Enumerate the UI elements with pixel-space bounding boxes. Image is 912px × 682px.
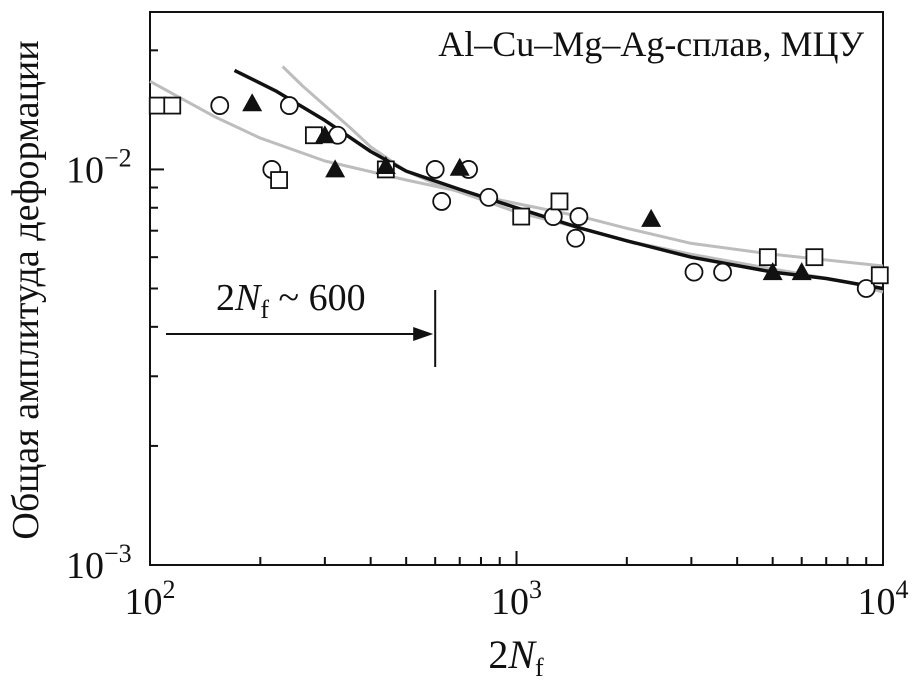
- data-point-circle: [279, 96, 299, 115]
- y-tick-label: 10−2: [66, 143, 132, 191]
- data-point-circle: [713, 262, 732, 282]
- data-point-square: [163, 96, 182, 115]
- data-points: [148, 93, 889, 298]
- data-point-circle: [684, 262, 704, 282]
- x-tick-label: 103: [491, 575, 542, 623]
- data-point-square: [805, 248, 824, 267]
- data-point-square: [512, 207, 531, 226]
- data-point-triangle: [791, 262, 812, 281]
- data-point-circle: [856, 279, 876, 298]
- x-axis-label: 2Nf: [488, 632, 544, 682]
- data-point-triangle: [449, 157, 470, 176]
- data-point-square: [270, 171, 288, 189]
- chart-title: Al–Cu–Mg–Ag-сплав, МЦУ: [438, 24, 864, 64]
- data-point-triangle: [314, 125, 335, 144]
- fit-curve: [281, 65, 884, 294]
- data-point-circle: [425, 160, 445, 179]
- y-tick-label: 10−3: [66, 539, 132, 587]
- data-point-triangle: [375, 156, 396, 175]
- data-point-circle: [543, 207, 563, 226]
- y-axis-label: Общая амплитуда деформации: [5, 40, 47, 539]
- data-point-triangle: [762, 262, 783, 281]
- data-point-square: [758, 248, 777, 267]
- data-point-circle: [432, 192, 452, 211]
- axes-ticks: [149, 49, 868, 566]
- annotation-label: 2Nf ~ 600: [216, 277, 366, 324]
- data-point-triangle: [242, 93, 263, 112]
- annotation-group: 2Nf ~ 600: [166, 277, 437, 367]
- annotation-arrowhead: [413, 327, 434, 341]
- data-point-square: [550, 192, 569, 211]
- data-point-circle: [569, 207, 589, 226]
- x-tick-label: 104: [858, 575, 909, 623]
- data-point-square: [870, 266, 889, 285]
- data-point-triangle: [641, 208, 662, 227]
- x-tick-label: 102: [125, 575, 176, 623]
- data-point-circle: [566, 228, 586, 248]
- data-point-circle: [210, 96, 230, 115]
- data-point-circle: [479, 187, 499, 207]
- tick-labels: 102 103 104 10−2 10−3: [66, 143, 909, 623]
- data-point-triangle: [325, 159, 346, 178]
